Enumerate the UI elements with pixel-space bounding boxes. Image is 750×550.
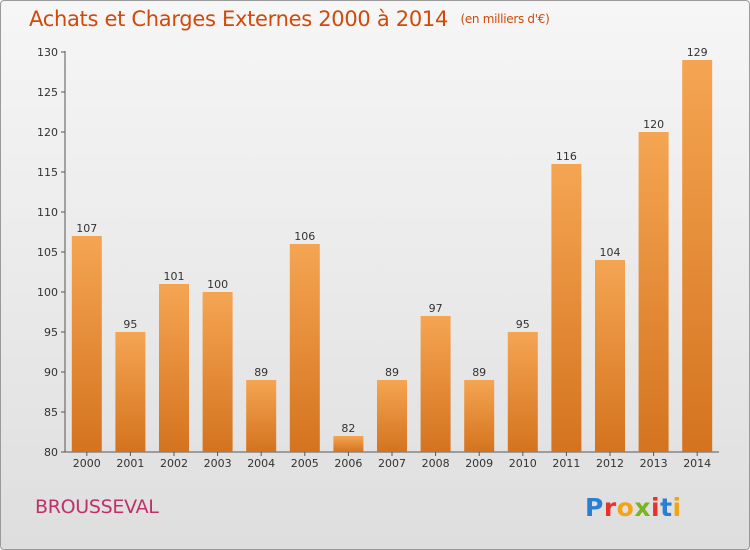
bar <box>464 380 495 452</box>
title-unit: (en milliers d'€) <box>460 12 550 26</box>
x-tick-label: 2007 <box>378 457 406 470</box>
x-tick-label: 2012 <box>596 457 624 470</box>
town-name: BROUSSEVAL <box>35 496 159 518</box>
title-text: Achats et Charges Externes 2000 à 2014 <box>29 7 449 31</box>
bar-value-label: 101 <box>164 270 185 283</box>
bar-value-label: 89 <box>385 366 399 379</box>
x-tick-label: 2005 <box>291 457 319 470</box>
bar <box>115 332 146 452</box>
x-tick-label: 2013 <box>640 457 668 470</box>
bar-value-label: 107 <box>76 222 97 235</box>
bar-value-label: 89 <box>472 366 486 379</box>
bar-value-label: 120 <box>643 118 664 131</box>
bar <box>595 260 625 452</box>
x-tick-label: 2011 <box>552 457 580 470</box>
y-tick-label: 100 <box>37 286 58 299</box>
bar <box>71 236 102 452</box>
bar <box>246 380 277 452</box>
x-tick-label: 2002 <box>160 457 188 470</box>
y-tick-label: 105 <box>37 246 58 259</box>
bar-value-label: 97 <box>429 302 443 315</box>
bar-value-label: 106 <box>294 230 315 243</box>
y-tick-label: 85 <box>44 406 58 419</box>
bar <box>289 244 320 452</box>
bar-value-label: 104 <box>600 246 621 259</box>
bar-value-label: 116 <box>556 150 577 163</box>
y-tick-label: 90 <box>44 366 58 379</box>
bar <box>551 164 582 452</box>
y-tick-label: 120 <box>37 126 58 139</box>
bar <box>202 292 233 452</box>
bar <box>420 316 451 452</box>
x-tick-label: 2001 <box>116 457 144 470</box>
bar-value-label: 129 <box>687 46 708 59</box>
y-tick-label: 115 <box>37 166 58 179</box>
bar-value-label: 89 <box>254 366 268 379</box>
bar <box>507 332 538 452</box>
x-tick-label: 2000 <box>73 457 101 470</box>
y-tick-label: 125 <box>37 86 58 99</box>
bar-value-label: 82 <box>341 422 355 435</box>
bar <box>333 436 364 452</box>
bar <box>638 132 669 452</box>
bar-value-label: 95 <box>123 318 137 331</box>
svg-text:Proxiti: Proxiti <box>585 493 682 522</box>
proxiti-logo-mark: Proxiti <box>585 493 682 522</box>
x-tick-label: 2006 <box>334 457 362 470</box>
bar-value-label: 100 <box>207 278 228 291</box>
x-tick-label: 2009 <box>465 457 493 470</box>
y-tick-label: 130 <box>37 46 58 59</box>
bar <box>682 60 713 452</box>
y-tick-label: 80 <box>44 446 58 459</box>
y-tick-label: 95 <box>44 326 58 339</box>
x-tick-label: 2008 <box>422 457 450 470</box>
bar <box>159 284 189 452</box>
x-tick-label: 2003 <box>204 457 232 470</box>
x-tick-label: 2010 <box>509 457 537 470</box>
bar <box>377 380 407 452</box>
proxiti-logo: Proxiti <box>583 490 693 524</box>
bar-value-label: 95 <box>516 318 530 331</box>
chart-title: Achats et Charges Externes 2000 à 2014 (… <box>29 7 550 31</box>
y-tick-label: 110 <box>37 206 58 219</box>
x-tick-label: 2004 <box>247 457 275 470</box>
x-tick-label: 2014 <box>683 457 711 470</box>
